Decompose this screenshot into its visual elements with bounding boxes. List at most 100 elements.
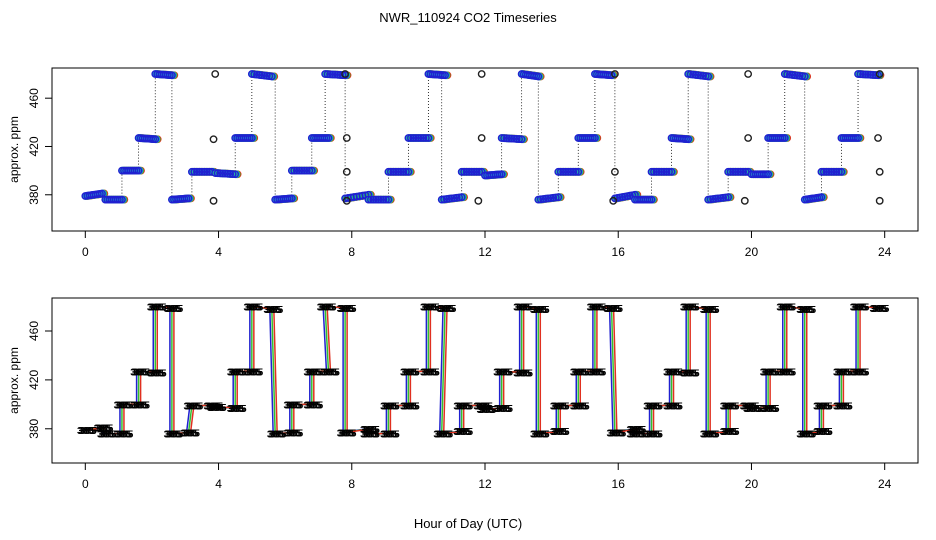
point-label: 385 <box>133 367 150 378</box>
data-point <box>300 166 309 175</box>
data-point <box>554 167 563 176</box>
point-label: 385 <box>132 367 149 378</box>
data-point <box>739 167 748 176</box>
series-line <box>87 305 881 435</box>
point-label: 385 <box>286 428 303 439</box>
reference-point <box>744 134 753 142</box>
point-label: 385 <box>665 402 682 413</box>
point-label: 385 <box>423 303 440 314</box>
data-point <box>190 167 199 176</box>
data-point <box>409 134 418 142</box>
data-point <box>465 167 474 176</box>
point-label: 385 <box>455 402 472 413</box>
point-label: 385 <box>643 430 660 441</box>
point-label: 385 <box>513 369 530 380</box>
point-label: 385 <box>363 425 380 436</box>
point-label: 385 <box>700 305 717 316</box>
data-point <box>187 167 196 176</box>
data-point <box>502 134 511 143</box>
point-label: 385 <box>850 303 867 314</box>
data-point <box>202 167 211 176</box>
x-tick-label: 12 <box>478 245 492 259</box>
point-label: 385 <box>455 427 472 438</box>
point-label: 385 <box>403 367 420 378</box>
data-point <box>657 167 666 176</box>
point-label: 385 <box>836 367 853 378</box>
point-label: 385 <box>531 305 548 316</box>
point-label: 385 <box>587 303 604 314</box>
point-label: 385 <box>835 367 852 378</box>
data-point <box>98 189 106 198</box>
point-label: 385 <box>516 303 533 314</box>
data-point <box>829 167 838 176</box>
point-label: 385 <box>493 367 510 378</box>
data-point <box>295 166 304 175</box>
point-label: 385 <box>779 367 796 378</box>
point-label: 385 <box>813 427 830 438</box>
point-label: 385 <box>835 402 852 413</box>
point-label: 385 <box>400 402 417 413</box>
data-point <box>324 134 333 142</box>
data-point <box>377 195 385 204</box>
point-label: 385 <box>147 303 164 314</box>
data-point <box>392 167 400 176</box>
reference-point <box>740 196 749 205</box>
point-label: 385 <box>590 367 607 378</box>
reference-point <box>342 134 351 142</box>
point-label: 385 <box>553 402 570 413</box>
point-label: 385 <box>247 303 264 314</box>
data-point <box>724 167 733 176</box>
point-label: 385 <box>164 304 181 315</box>
point-label: 385 <box>184 402 201 413</box>
point-label: 385 <box>743 402 760 413</box>
plot-frame <box>51 67 919 232</box>
data-point <box>512 135 521 143</box>
point-label: 385 <box>340 428 357 439</box>
top-panel: 0 4 8 12 16 20 24 380 420 460 approx. ppm <box>7 67 919 259</box>
scatter-points <box>81 70 885 205</box>
reference-point <box>209 135 218 144</box>
data-point <box>559 167 568 176</box>
data-point <box>569 167 578 176</box>
point-label: 385 <box>833 367 850 378</box>
point-label: 385 <box>515 369 532 380</box>
point-label: 385 <box>550 427 567 438</box>
point-label: 385 <box>437 304 454 315</box>
y-tick-label: 420 <box>27 136 41 156</box>
reference-point <box>744 70 753 78</box>
point-label: 385 <box>363 430 380 441</box>
point-label: 385 <box>473 402 490 413</box>
point-label: 385 <box>440 304 457 315</box>
point-label: 385 <box>117 430 134 441</box>
data-point <box>817 167 826 176</box>
point-label: 385 <box>605 304 622 315</box>
point-label: 385 <box>183 428 200 439</box>
point-label: 385 <box>530 430 547 441</box>
point-label: 385 <box>533 430 550 441</box>
point-label: 385 <box>720 427 737 438</box>
data-point <box>457 193 466 202</box>
data-point <box>497 170 506 179</box>
reference-point <box>611 167 619 176</box>
point-label: 385 <box>533 305 550 316</box>
point-label: 385 <box>305 400 322 411</box>
x-tick-label: 4 <box>215 477 222 491</box>
reference-point <box>477 134 486 142</box>
point-label: 385 <box>608 428 625 439</box>
data-point <box>497 134 506 142</box>
point-label: 385 <box>320 303 337 314</box>
point-label: 385 <box>776 303 793 314</box>
data-point <box>231 170 240 179</box>
data-point <box>218 169 227 178</box>
point-label: 385 <box>646 402 663 413</box>
point-label: 385 <box>778 367 795 378</box>
point-label: 385 <box>244 367 261 378</box>
point-label: 385 <box>628 425 645 436</box>
point-label: 385 <box>703 430 720 441</box>
reference-point <box>209 196 218 205</box>
data-point <box>379 195 388 204</box>
data-point <box>856 70 865 79</box>
data-point <box>184 194 193 203</box>
y-axis-label: approx. ppm <box>7 116 21 183</box>
